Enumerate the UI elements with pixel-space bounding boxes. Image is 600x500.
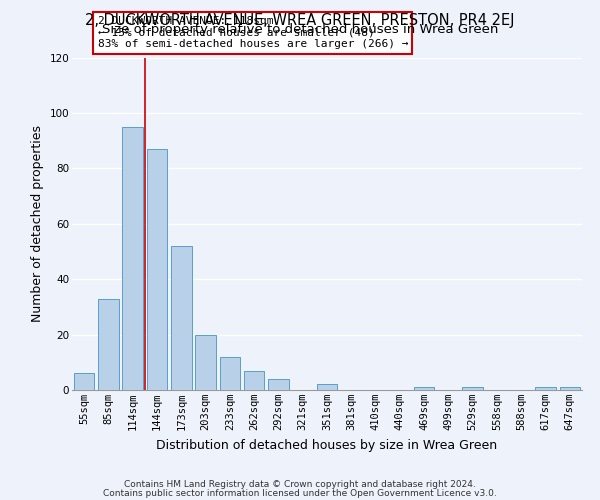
Text: Contains public sector information licensed under the Open Government Licence v3: Contains public sector information licen…: [103, 488, 497, 498]
Bar: [268, 379, 289, 390]
Bar: [414, 387, 434, 390]
Text: Size of property relative to detached houses in Wrea Green: Size of property relative to detached ho…: [102, 24, 498, 36]
Bar: [195, 334, 216, 390]
Bar: [122, 127, 143, 390]
Bar: [98, 298, 119, 390]
Y-axis label: Number of detached properties: Number of detached properties: [31, 125, 44, 322]
Text: 2 DUCKWORTH AVENUE: 118sqm
← 15% of detached houses are smaller (48)
83% of semi: 2 DUCKWORTH AVENUE: 118sqm ← 15% of deta…: [97, 16, 408, 49]
Bar: [463, 387, 483, 390]
Bar: [220, 357, 240, 390]
Text: Contains HM Land Registry data © Crown copyright and database right 2024.: Contains HM Land Registry data © Crown c…: [124, 480, 476, 489]
Bar: [171, 246, 191, 390]
X-axis label: Distribution of detached houses by size in Wrea Green: Distribution of detached houses by size …: [157, 438, 497, 452]
Bar: [535, 387, 556, 390]
Bar: [244, 370, 265, 390]
Text: 2, DUCKWORTH AVENUE, WREA GREEN, PRESTON, PR4 2EJ: 2, DUCKWORTH AVENUE, WREA GREEN, PRESTON…: [85, 12, 515, 28]
Bar: [146, 149, 167, 390]
Bar: [560, 387, 580, 390]
Bar: [317, 384, 337, 390]
Bar: [74, 374, 94, 390]
